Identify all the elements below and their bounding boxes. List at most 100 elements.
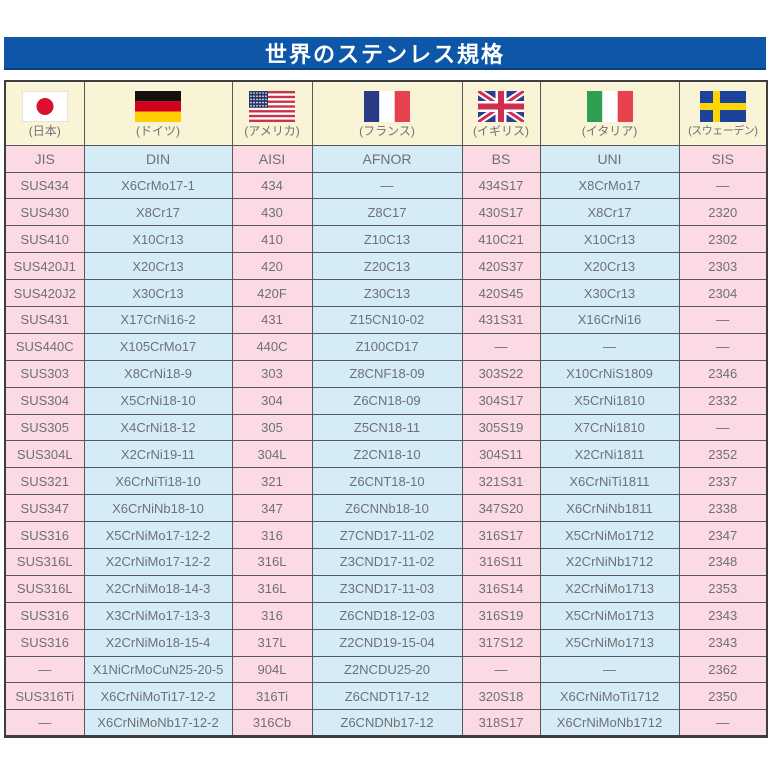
table-cell: Z3CND17-11-02 — [311, 547, 463, 576]
table-cell: 304L — [231, 440, 313, 469]
table-row: — X1NiCrMoCuN25-20-5 904L Z2NCDU25-20— —2362 — [4, 655, 768, 684]
table-cell: 420 — [231, 252, 313, 281]
table-cell: X2CrNi19-11 — [83, 440, 233, 469]
table-cell: Z5CN18-11 — [311, 413, 463, 442]
table-cell: Z8C17 — [311, 198, 463, 227]
table-row: SUS321 X6CrNiTi18-10 321 Z6CNT18-10 321S31 X6… — [4, 467, 768, 496]
table-cell: Z6CNDNb17-12 — [311, 709, 463, 738]
column-header-bs: (イギリス) — [461, 80, 541, 146]
table-cell: X5CrNi18-10 — [83, 386, 233, 415]
org-label-sis: SIS — [678, 144, 768, 173]
table-cell: 303 — [231, 359, 313, 388]
table-cell: SUS410 — [4, 225, 85, 254]
table-cell: X3CrNiMo17-13-3 — [83, 601, 233, 630]
table-cell: X10Cr13 — [539, 225, 680, 254]
table-cell: 305S19 — [461, 413, 541, 442]
japan-flag-icon — [21, 91, 68, 123]
table-cell: SUS316 — [4, 628, 85, 657]
usa-flag-icon — [249, 91, 295, 123]
table-cell: Z2CN18-10 — [311, 440, 463, 469]
table-cell: SUS316Ti — [4, 682, 85, 711]
table-cell: X6CrNiMoNb17-12-2 — [83, 709, 233, 738]
italy-flag-icon — [586, 91, 633, 123]
table-row: SUS410 X10Cr13 410 Z10C13 410C21 X10Cr13 2302 — [4, 225, 768, 254]
table-cell: X20Cr13 — [83, 252, 233, 281]
table-cell: — — [678, 413, 768, 442]
table-cell: SUS420J2 — [4, 279, 85, 307]
org-label-uni: UNI — [539, 144, 680, 173]
country-label: (イギリス) — [473, 124, 529, 139]
country-label: (スウェーデン) — [688, 125, 758, 138]
table-row: SUS303 X8CrNi18-9 303 Z8CNF18-09 303S22 X10Cr… — [4, 359, 768, 388]
table-cell: Z3CND17-11-03 — [311, 574, 463, 603]
title-banner: 世界のステンレス規格 — [4, 37, 766, 70]
table-cell: X20Cr13 — [539, 252, 680, 281]
table-cell: X30Cr13 — [83, 279, 233, 307]
table-cell: Z15CN10-02 — [311, 305, 463, 334]
org-label-bs: BS — [461, 144, 541, 173]
table-cell: X8CrMo17 — [539, 171, 680, 200]
table-row: SUS347 X6CrNiNb18-10 347 Z6CNNb18-10 347S20 X… — [4, 494, 768, 523]
org-label-din: DIN — [83, 144, 233, 173]
table-cell: 410C21 — [461, 225, 541, 254]
table-cell: 2302 — [678, 225, 768, 254]
table-cell: 2304 — [678, 279, 768, 307]
table-cell: 420S45 — [461, 279, 541, 307]
table-cell: Z6CNT18-10 — [311, 467, 463, 496]
table-cell: 420S37 — [461, 252, 541, 281]
table-cell: Z2NCDU25-20 — [311, 655, 463, 684]
table-cell: X10CrNiS1809 — [539, 359, 680, 388]
france-flag-icon — [364, 91, 410, 123]
column-header-uni: (イタリア) — [539, 80, 680, 146]
table-header: (日本) (ドイツ) (アメリカ) (フランス) (イギリス) (イタリア) (スウェーデン… — [4, 80, 768, 173]
table-cell: Z6CNDT17-12 — [311, 682, 463, 711]
table-cell: X5CrNiMo17-12-2 — [83, 521, 233, 549]
table-cell: Z7CND17-11-02 — [311, 521, 463, 549]
table-cell: — — [461, 655, 541, 684]
table-cell: 318S17 — [461, 709, 541, 738]
table-cell: X30Cr13 — [539, 279, 680, 307]
standards-table: (日本) (ドイツ) (アメリカ) (フランス) (イギリス) (イタリア) (スウェーデン… — [4, 80, 768, 739]
table-cell: 2320 — [678, 198, 768, 227]
table-cell: Z6CNNb18-10 — [311, 494, 463, 523]
table-cell: X2CrNiMo18-15-4 — [83, 628, 233, 657]
table-cell: X17CrNi16-2 — [83, 305, 233, 334]
table-cell: 2350 — [678, 682, 768, 711]
table-cell: 304S11 — [461, 440, 541, 469]
table-cell: 316L — [231, 547, 313, 576]
table-cell: 2303 — [678, 252, 768, 281]
table-cell: Z10C13 — [311, 225, 463, 254]
table-cell: 317L — [231, 628, 313, 657]
table-cell: X2CrNiMo17-12-2 — [83, 547, 233, 576]
table-row: SUS316 X3CrNiMo17-13-3 316 Z6CND18-12-03 316… — [4, 601, 768, 630]
page-container: 世界のステンレス規格 (日本) (ドイツ) (アメリカ) (フランス) (イギリス) (イ… — [4, 37, 768, 739]
table-cell: Z6CN18-09 — [311, 386, 463, 415]
table-cell: 2352 — [678, 440, 768, 469]
table-row: — X6CrNiMoNb17-12-2 316Cb Z6CNDNb17-12 318S1… — [4, 709, 768, 738]
table-cell: 2346 — [678, 359, 768, 388]
table-cell: 430 — [231, 198, 313, 227]
table-cell: 316Cb — [231, 709, 313, 738]
table-cell: X8CrNi18-9 — [83, 359, 233, 388]
table-cell: 320S18 — [461, 682, 541, 711]
table-cell: X2CrNiNb1712 — [539, 547, 680, 576]
table-cell: X2CrNiMo18-14-3 — [83, 574, 233, 603]
table-cell: 2338 — [678, 494, 768, 523]
table-cell: 904L — [231, 655, 313, 684]
table-cell: X6CrNiTi18-10 — [83, 467, 233, 496]
table-cell: 420F — [231, 279, 313, 307]
column-header-jis: (日本) — [4, 80, 85, 146]
table-cell: 316S11 — [461, 547, 541, 576]
table-cell: SUS347 — [4, 494, 85, 523]
table-cell: 347 — [231, 494, 313, 523]
table-row: SUS430 X8Cr17 430 Z8C17 430S17 X8Cr17 2320 — [4, 198, 768, 227]
table-cell: X16CrNi16 — [539, 305, 680, 334]
table-cell: X2CrNi1811 — [539, 440, 680, 469]
table-cell: 303S22 — [461, 359, 541, 388]
table-row: SUS316 X2CrNiMo18-15-4 317L Z2CND19-15-04 31… — [4, 628, 768, 657]
table-cell: 316S14 — [461, 574, 541, 603]
table-cell: 316S17 — [461, 521, 541, 549]
table-cell: 2353 — [678, 574, 768, 603]
table-cell: 2337 — [678, 467, 768, 496]
table-cell: Z8CNF18-09 — [311, 359, 463, 388]
